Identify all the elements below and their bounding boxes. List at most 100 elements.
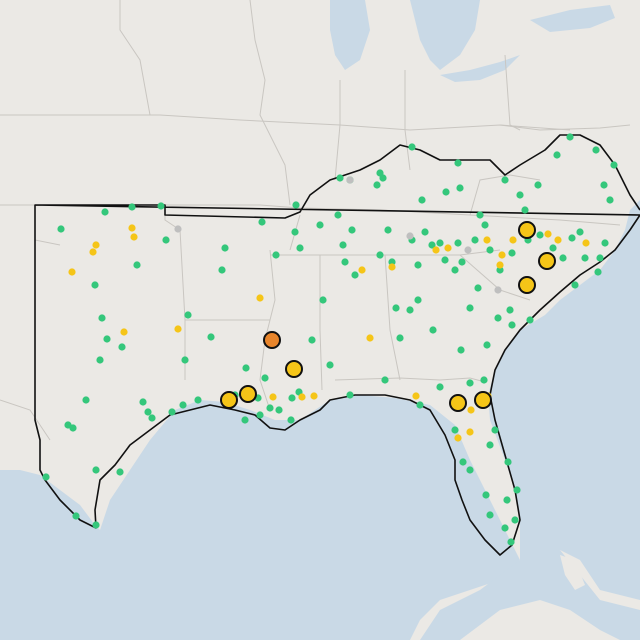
site-marker-gray[interactable]: [464, 246, 472, 254]
site-marker-green[interactable]: [596, 254, 604, 262]
site-marker-yellow[interactable]: [174, 325, 182, 333]
site-marker-green[interactable]: [144, 408, 152, 416]
large-site-marker-yellow[interactable]: [538, 252, 556, 270]
site-marker-yellow[interactable]: [128, 224, 136, 232]
site-marker-green[interactable]: [441, 256, 449, 264]
site-marker-green[interactable]: [610, 161, 618, 169]
site-marker-green[interactable]: [483, 341, 491, 349]
site-marker-yellow[interactable]: [467, 406, 475, 414]
site-marker-green[interactable]: [428, 241, 436, 249]
site-marker-green[interactable]: [594, 268, 602, 276]
site-marker-yellow[interactable]: [89, 248, 97, 256]
site-marker-yellow[interactable]: [498, 251, 506, 259]
site-marker-green[interactable]: [606, 196, 614, 204]
site-marker-gray[interactable]: [174, 225, 182, 233]
site-marker-gray[interactable]: [406, 232, 414, 240]
site-marker-green[interactable]: [506, 306, 514, 314]
site-marker-green[interactable]: [388, 258, 396, 266]
site-marker-yellow[interactable]: [358, 266, 366, 274]
site-marker-green[interactable]: [384, 226, 392, 234]
site-marker-green[interactable]: [501, 176, 509, 184]
site-marker-green[interactable]: [392, 304, 400, 312]
site-marker-yellow[interactable]: [466, 428, 474, 436]
site-marker-green[interactable]: [566, 133, 574, 141]
site-marker-green[interactable]: [466, 466, 474, 474]
site-marker-green[interactable]: [96, 356, 104, 364]
large-site-marker-yellow[interactable]: [518, 276, 536, 294]
site-marker-green[interactable]: [326, 361, 334, 369]
site-marker-green[interactable]: [481, 221, 489, 229]
site-marker-yellow[interactable]: [544, 230, 552, 238]
site-marker-green[interactable]: [139, 398, 147, 406]
large-site-marker-yellow[interactable]: [518, 221, 536, 239]
site-marker-green[interactable]: [118, 343, 126, 351]
site-marker-green[interactable]: [406, 306, 414, 314]
site-marker-green[interactable]: [181, 356, 189, 364]
site-marker-yellow[interactable]: [432, 246, 440, 254]
site-marker-green[interactable]: [148, 414, 156, 422]
site-marker-green[interactable]: [466, 379, 474, 387]
site-marker-green[interactable]: [549, 244, 557, 252]
site-marker-green[interactable]: [341, 258, 349, 266]
site-marker-green[interactable]: [381, 376, 389, 384]
large-site-marker-yellow[interactable]: [285, 360, 303, 378]
site-marker-green[interactable]: [91, 281, 99, 289]
site-marker-green[interactable]: [454, 239, 462, 247]
site-marker-green[interactable]: [486, 511, 494, 519]
site-marker-green[interactable]: [414, 296, 422, 304]
site-marker-green[interactable]: [482, 491, 490, 499]
site-marker-green[interactable]: [466, 304, 474, 312]
site-marker-green[interactable]: [256, 411, 264, 419]
site-marker-green[interactable]: [376, 169, 384, 177]
site-marker-green[interactable]: [454, 159, 462, 167]
site-marker-green[interactable]: [218, 266, 226, 274]
site-marker-yellow[interactable]: [444, 244, 452, 252]
site-marker-yellow[interactable]: [68, 268, 76, 276]
site-marker-green[interactable]: [241, 416, 249, 424]
site-marker-green[interactable]: [436, 239, 444, 247]
site-marker-green[interactable]: [258, 218, 266, 226]
site-marker-green[interactable]: [296, 244, 304, 252]
site-marker-yellow[interactable]: [366, 334, 374, 342]
site-marker-green[interactable]: [456, 184, 464, 192]
site-marker-yellow[interactable]: [582, 239, 590, 247]
large-site-marker-yellow[interactable]: [474, 391, 492, 409]
site-marker-green[interactable]: [486, 441, 494, 449]
site-marker-green[interactable]: [351, 271, 359, 279]
site-marker-yellow[interactable]: [92, 241, 100, 249]
site-marker-green[interactable]: [92, 466, 100, 474]
site-marker-green[interactable]: [116, 468, 124, 476]
site-marker-green[interactable]: [457, 346, 465, 354]
large-site-marker-yellow[interactable]: [449, 394, 467, 412]
site-marker-green[interactable]: [336, 174, 344, 182]
site-marker-green[interactable]: [503, 496, 511, 504]
site-marker-green[interactable]: [408, 143, 416, 151]
site-marker-green[interactable]: [416, 401, 424, 409]
site-marker-green[interactable]: [72, 512, 80, 520]
site-marker-green[interactable]: [414, 261, 422, 269]
site-marker-green[interactable]: [221, 244, 229, 252]
site-marker-green[interactable]: [491, 426, 499, 434]
site-marker-green[interactable]: [272, 251, 280, 259]
site-marker-yellow[interactable]: [120, 328, 128, 336]
site-marker-green[interactable]: [157, 202, 165, 210]
site-marker-green[interactable]: [308, 336, 316, 344]
site-marker-green[interactable]: [288, 394, 296, 402]
site-marker-yellow[interactable]: [509, 236, 517, 244]
site-marker-green[interactable]: [601, 239, 609, 247]
site-marker-green[interactable]: [103, 335, 111, 343]
site-marker-yellow[interactable]: [130, 233, 138, 241]
site-marker-green[interactable]: [471, 236, 479, 244]
site-marker-green[interactable]: [559, 254, 567, 262]
site-marker-yellow[interactable]: [483, 236, 491, 244]
site-marker-green[interactable]: [508, 321, 516, 329]
site-marker-green[interactable]: [571, 281, 579, 289]
site-marker-green[interactable]: [82, 396, 90, 404]
large-site-marker-yellow[interactable]: [239, 385, 257, 403]
site-marker-yellow[interactable]: [256, 294, 264, 302]
site-marker-green[interactable]: [429, 326, 437, 334]
site-marker-yellow[interactable]: [298, 393, 306, 401]
site-marker-green[interactable]: [162, 236, 170, 244]
site-marker-green[interactable]: [504, 458, 512, 466]
